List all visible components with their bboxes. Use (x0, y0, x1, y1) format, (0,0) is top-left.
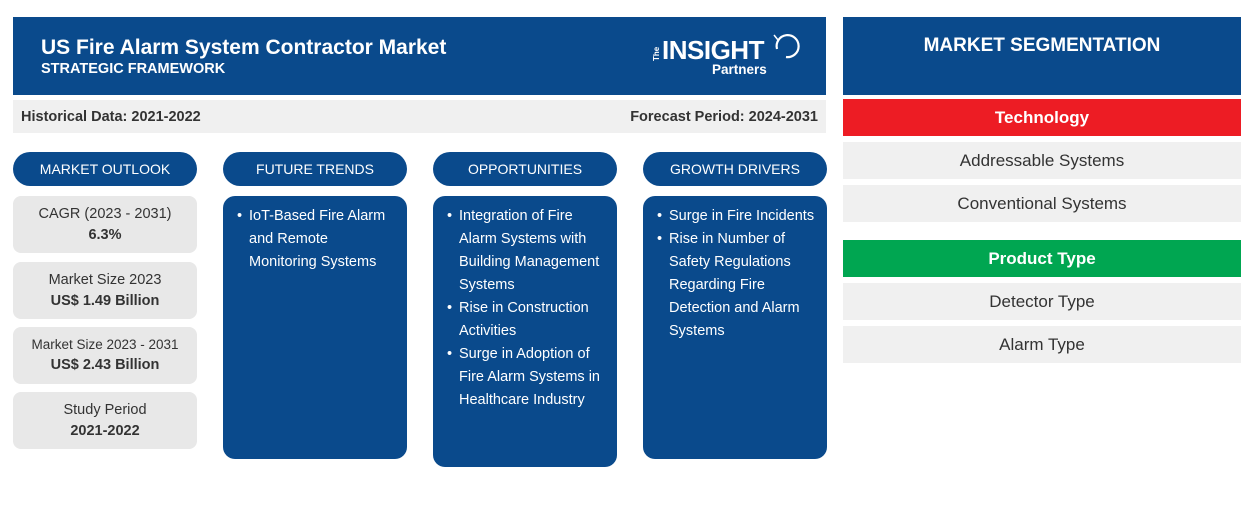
stat-market-size-2023: Market Size 2023 US$ 1.49 Billion (13, 262, 197, 319)
driver-item: Rise in Number of Safety Regulations Reg… (657, 228, 819, 343)
opportunity-item: Rise in Construction Activities (447, 297, 609, 343)
opportunities-header: OPPORTUNITIES (433, 152, 617, 186)
stat-label: CAGR (2023 - 2031) (38, 206, 172, 222)
future-trends-header: FUTURE TRENDS (223, 152, 407, 186)
opportunities-card: Integration of Fire Alarm Systems with B… (433, 196, 617, 467)
future-trends-card: IoT-Based Fire Alarm and Remote Monitori… (223, 196, 407, 459)
historical-data: Historical Data: 2021-2022 (21, 109, 201, 125)
logo-the: The (652, 46, 661, 61)
stat-label: Market Size 2023 - 2031 (31, 337, 179, 352)
driver-item: Surge in Fire Incidents (657, 205, 819, 228)
trend-item: IoT-Based Fire Alarm and Remote Monitori… (237, 205, 399, 274)
logo-insight: INSIGHT (662, 35, 764, 65)
report-header: US Fire Alarm System Contractor Market S… (13, 17, 826, 95)
insight-partners-logo: The INSIGHT Partners (652, 31, 802, 83)
segment-item: Alarm Type (843, 326, 1241, 363)
forecast-period: Forecast Period: 2024-2031 (630, 109, 818, 125)
segment-item: Conventional Systems (843, 185, 1241, 222)
opportunity-item: Integration of Fire Alarm Systems with B… (447, 205, 609, 297)
report-subtitle: STRATEGIC FRAMEWORK (41, 61, 226, 77)
logo-ring-icon (773, 34, 800, 59)
stat-cagr: CAGR (2023 - 2031) 6.3% (13, 196, 197, 253)
report-title: US Fire Alarm System Contractor Market (41, 36, 447, 59)
segment-item: Detector Type (843, 283, 1241, 320)
stat-study-period: Study Period 2021-2022 (13, 392, 197, 449)
stat-value: US$ 1.49 Billion (50, 293, 160, 309)
opportunity-item: Surge in Adoption of Fire Alarm Systems … (447, 343, 609, 412)
stat-label: Market Size 2023 (48, 272, 162, 288)
stat-value: 6.3% (88, 227, 122, 243)
growth-drivers-header: GROWTH DRIVERS (643, 152, 827, 186)
segmentation-title: MARKET SEGMENTATION (843, 17, 1241, 95)
segment-technology: Technology (843, 99, 1241, 136)
stat-value: 2021-2022 (70, 423, 140, 439)
stat-label: Study Period (63, 402, 147, 418)
growth-drivers-card: Surge in Fire Incidents Rise in Number o… (643, 196, 827, 459)
logo-partners: Partners (712, 62, 767, 77)
market-outlook-header: MARKET OUTLOOK (13, 152, 197, 186)
period-bar: Historical Data: 2021-2022 Forecast Peri… (13, 100, 826, 133)
segment-product-type: Product Type (843, 240, 1241, 277)
segment-item: Addressable Systems (843, 142, 1241, 179)
stat-value: US$ 2.43 Billion (50, 357, 160, 373)
stat-market-size-2031: Market Size 2023 - 2031 US$ 2.43 Billion (13, 327, 197, 384)
